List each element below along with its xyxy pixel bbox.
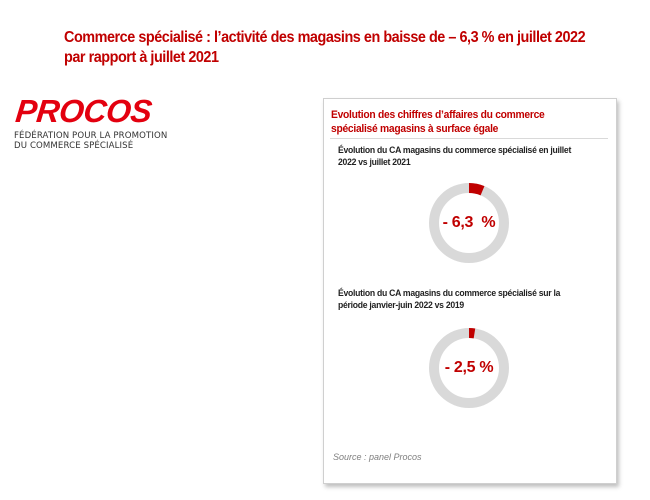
logo-tagline-line-2: DU COMMERCE SPÉCIALISÉ: [14, 141, 134, 151]
donut-chart-1: - 6,3 %: [427, 181, 511, 265]
chart-panel: Evolution des chiffres d’affaires du com…: [323, 98, 617, 484]
procos-logo: PROCOS FÉDÉRATION POUR LA PROMOTION DU C…: [14, 93, 194, 151]
donut-1-title: Évolution du CA magasins du commerce spé…: [338, 145, 599, 169]
donut-1-title-line-1: Évolution du CA magasins du commerce spé…: [338, 145, 572, 156]
donut-1-slice: [429, 183, 509, 263]
donut-1-title-line-2: 2022 vs juillet 2021: [338, 157, 411, 168]
slide-title-line-1: Commerce spécialisé : l’activité des mag…: [64, 29, 586, 46]
donut-2-title-line-2: période janvier-juin 2022 vs 2019: [338, 300, 464, 311]
donut-2-slice: [429, 328, 509, 408]
slide-title-line-2: par rapport à juillet 2021: [64, 49, 219, 66]
logo-wordmark: PROCOS: [13, 93, 154, 129]
donut-1-value-label: - 6,3 %: [442, 214, 496, 231]
donut-2-title-line-1: Évolution du CA magasins du commerce spé…: [338, 288, 561, 299]
donut-2-value-label: - 2,5 %: [444, 359, 494, 376]
donut-2-title: Évolution du CA magasins du commerce spé…: [338, 288, 599, 312]
panel-title-line-1: Evolution des chiffres d’affaires du com…: [331, 109, 545, 121]
panel-title: Evolution des chiffres d’affaires du com…: [331, 108, 598, 136]
donut-chart-2: - 2,5 %: [427, 326, 511, 410]
panel-title-line-2: spécialisé magasins à surface égale: [331, 123, 499, 135]
slide-title: Commerce spécialisé : l’activité des mag…: [64, 28, 603, 68]
donut-2-svg: [429, 328, 509, 408]
source-note: Source : panel Procos: [333, 452, 422, 462]
logo-tagline-line-1: FÉDÉRATION POUR LA PROMOTION: [14, 131, 168, 141]
panel-divider: [330, 138, 608, 139]
donut-1-svg: [429, 183, 509, 263]
